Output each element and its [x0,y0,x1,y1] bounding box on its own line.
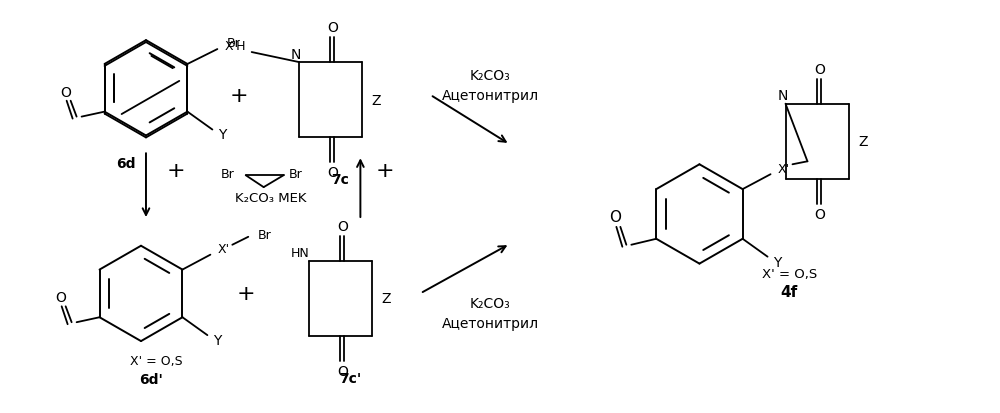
Text: O: O [327,166,338,180]
Text: X': X' [217,242,229,256]
Text: Br: Br [221,167,235,180]
Text: Br: Br [227,36,241,50]
Text: +: + [376,161,395,181]
Text: Ацетонитрил: Ацетонитрил [441,88,539,102]
Text: X' = O,S: X' = O,S [762,267,817,280]
Text: N: N [777,88,788,102]
Text: HN: HN [291,247,310,259]
Text: Y: Y [213,333,222,347]
Text: Z: Z [859,135,868,149]
Text: K₂CO₃ MEK: K₂CO₃ MEK [235,191,306,204]
Text: Br: Br [289,167,302,180]
Text: X' = O,S: X' = O,S [130,355,182,368]
Text: N: N [290,48,301,62]
Text: 6d': 6d' [139,372,163,386]
Text: K₂CO₃: K₂CO₃ [470,69,510,83]
Text: X'H: X'H [225,40,246,52]
Text: 6d: 6d [116,157,136,171]
Text: +: + [236,284,255,304]
Text: O: O [60,85,71,100]
Text: 4f: 4f [781,284,798,299]
Text: O: O [337,364,348,378]
Text: O: O [609,210,621,225]
Text: Z: Z [372,93,381,107]
Text: +: + [167,161,185,181]
Text: 7c': 7c' [339,371,362,385]
Text: O: O [814,207,825,221]
Text: Br: Br [257,229,271,242]
Text: Z: Z [382,292,391,306]
Text: Y: Y [773,255,782,269]
Text: O: O [327,21,338,35]
Text: X': X' [777,162,790,176]
Text: O: O [814,63,825,77]
Text: +: + [229,85,248,105]
Text: 7c: 7c [332,173,349,187]
Text: O: O [55,291,66,305]
Text: Ацетонитрил: Ацетонитрил [441,316,539,330]
Text: O: O [337,219,348,233]
Text: Y: Y [218,128,227,142]
Text: K₂CO₃: K₂CO₃ [470,297,510,311]
